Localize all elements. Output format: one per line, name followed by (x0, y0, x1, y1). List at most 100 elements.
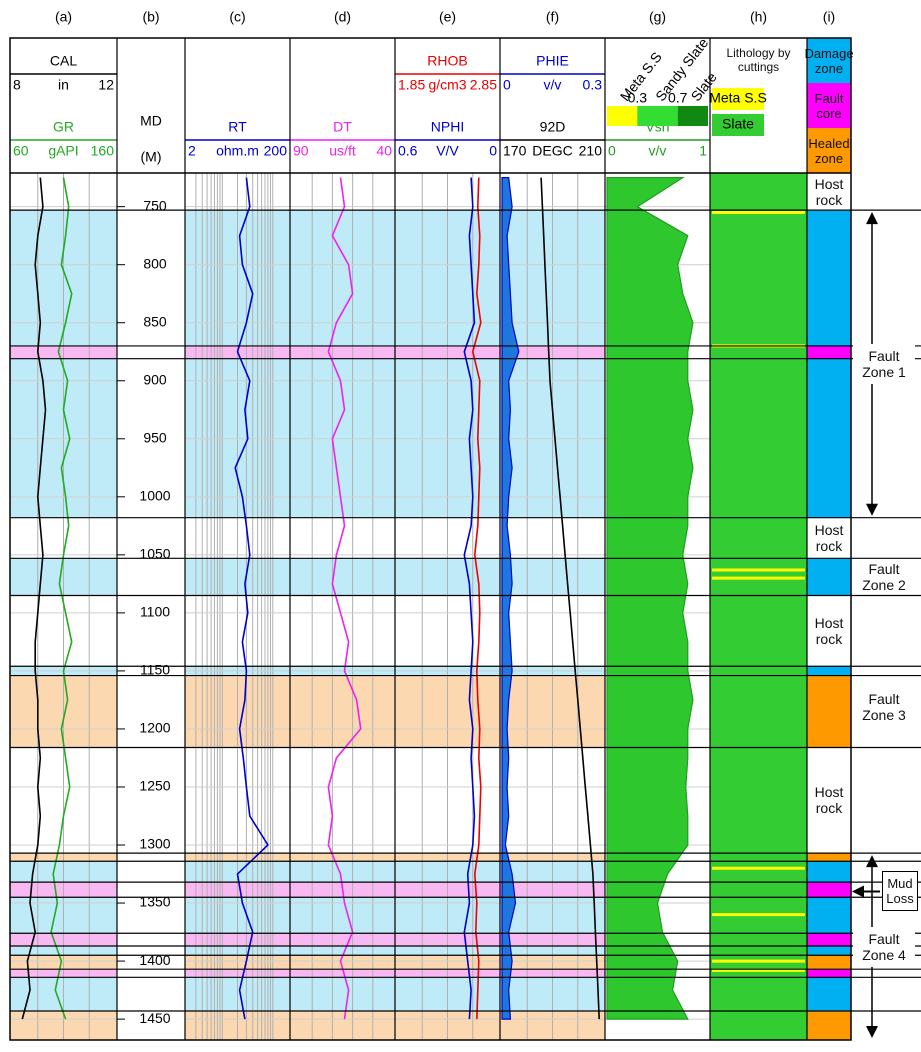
scale-unit: in (58, 77, 69, 93)
zone-label: Host rock (814, 614, 844, 647)
panel-label: (c) (229, 9, 245, 25)
zone-block (807, 1010, 851, 1040)
zone-block (807, 933, 851, 946)
zone-block (807, 558, 851, 596)
arrow-head (866, 855, 878, 868)
scale-unit: gAPI (48, 143, 78, 159)
y-tick-label: 900 (143, 371, 167, 387)
zone-shade (290, 977, 395, 1011)
curve (471, 177, 482, 1020)
scale-max: 12 (98, 77, 114, 93)
zone-label: Host rock (814, 522, 844, 554)
zone-shade (290, 358, 395, 518)
zone-block (807, 897, 851, 934)
scale-max: 0 (489, 143, 497, 159)
curve-name: NPHI (431, 119, 464, 135)
curve-name: DT (333, 119, 352, 135)
legend-label: Healed zone (808, 135, 850, 166)
panel-label: (f) (546, 9, 559, 25)
zone-shade (290, 345, 395, 359)
legend-swatch (807, 128, 851, 173)
class-swatch (637, 106, 678, 126)
zone-shade (290, 558, 395, 596)
zone-block (807, 955, 851, 970)
zone-shade (290, 210, 395, 346)
panel-label: (g) (649, 9, 666, 25)
y-tick-label: 750 (143, 197, 167, 213)
y-tick-label: 1000 (139, 488, 170, 504)
y-tick-label: 1050 (139, 546, 170, 562)
y-tick-label: 1350 (139, 894, 170, 910)
scale-min: 0 (503, 77, 511, 93)
scale-min: 1.85 (398, 77, 425, 93)
curve (21, 177, 47, 1020)
y-tick-label: 1400 (139, 952, 170, 968)
curve (463, 177, 476, 1020)
y-tick-label: 1150 (140, 662, 170, 678)
zone-block (807, 861, 851, 883)
scale-unit: us/ft (329, 143, 356, 159)
zone-shade (290, 853, 395, 862)
legend-swatch (807, 83, 851, 128)
y-tick-label: 1250 (139, 778, 170, 794)
arrow-head (866, 1026, 878, 1038)
scale-max: 2.85 (470, 77, 497, 93)
scale-min: 8 (13, 77, 21, 93)
curve-area (606, 176, 694, 1020)
panel-label: (e) (439, 9, 456, 25)
zone-block (807, 969, 851, 978)
curve-name: PHIE (536, 53, 569, 69)
scale-min: 90 (293, 143, 309, 159)
curve-name: CAL (50, 53, 77, 69)
zone-shade (290, 1010, 395, 1040)
zone-label: Host rock (814, 175, 844, 208)
depth-unit: (M) (141, 149, 162, 165)
fault-zone-label: Fault Zone 2 (862, 560, 906, 593)
frame (9, 37, 852, 1041)
y-tick-label: 950 (143, 429, 167, 445)
legend-label: Damage zone (804, 45, 854, 76)
zone-block (807, 882, 851, 898)
scale-min: 170 (503, 143, 527, 159)
class-break: 0.3 (628, 90, 648, 106)
arrow-head (866, 503, 878, 516)
y-tick-label: 800 (143, 255, 167, 271)
zone-shade (290, 955, 395, 970)
scale-unit: v/v (649, 143, 667, 159)
scale-unit: g/cm3 (428, 77, 466, 93)
y-tick-label: 1200 (139, 720, 170, 736)
zone-shade (290, 969, 395, 978)
fault-zone-label: Fault Zone 4 (853, 926, 915, 967)
lithology-swatch (712, 88, 764, 110)
lithology-class: Slate (722, 116, 754, 132)
lithology-class: Meta S.S (709, 90, 767, 106)
scale-unit: DEGC (532, 143, 572, 159)
y-tick-label: 1450 (139, 1010, 170, 1026)
depth-label: MD (140, 113, 162, 129)
y-tick-label: 1300 (139, 836, 170, 852)
fault-zone-label: Fault Zone 3 (862, 690, 906, 723)
y-tick-label: 1100 (140, 604, 170, 620)
zone-block (807, 853, 851, 862)
curve-name: 92D (540, 119, 566, 135)
panel-label: (b) (142, 9, 159, 25)
scale-unit: v/v (544, 77, 562, 93)
scale-max: 0.3 (583, 77, 603, 93)
lithology-swatch (712, 114, 764, 136)
zone-label: Host rock (814, 784, 844, 817)
scale-min: 0.6 (398, 143, 418, 159)
panel-label: (d) (334, 9, 351, 25)
curve-name: RT (228, 119, 247, 135)
scale-max: 40 (376, 143, 392, 159)
y-tick-label: 850 (143, 313, 167, 329)
scale-max: 200 (264, 143, 288, 159)
mud-loss-label: Mud Loss (882, 871, 918, 912)
fault-zone-label: Fault Zone 1 (853, 343, 915, 384)
curve (327, 177, 362, 1020)
zone-shade (290, 861, 395, 883)
scale-unit: V/V (436, 143, 459, 159)
scale-min: 60 (13, 143, 29, 159)
zone-block (807, 210, 851, 346)
lithology-column (710, 173, 807, 1040)
